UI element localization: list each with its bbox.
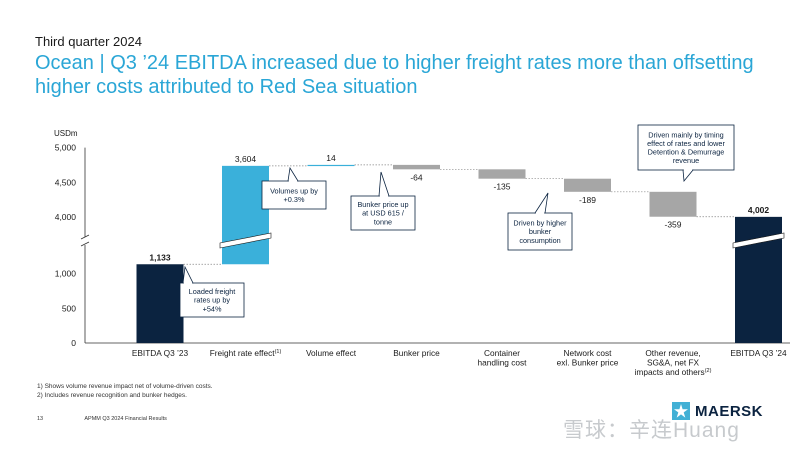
y-tick-label: 0 <box>71 338 76 348</box>
annotation-text: tonne <box>374 217 392 226</box>
annotation-box <box>179 282 245 318</box>
annotation-pointer <box>534 192 549 214</box>
bar-break-mark <box>219 232 272 249</box>
annotation-text: Volumes up by <box>270 186 318 195</box>
data-label: -135 <box>493 182 510 192</box>
bar <box>649 191 697 217</box>
maersk-logo: MAERSK <box>672 402 763 420</box>
annotation-text: Driven mainly by timing <box>648 130 723 139</box>
data-label: 4,002 <box>748 205 770 215</box>
annotation-text: consumption <box>519 236 560 245</box>
annotation-text: Loaded freight <box>189 287 236 296</box>
annotation-text: Bunker price up <box>357 200 408 209</box>
x-tick-label: Freight rate effect(1) <box>210 348 282 358</box>
y-axis-label: USDm <box>54 129 78 138</box>
data-label: -359 <box>664 220 681 230</box>
x-tick-label: SG&A, net FX <box>647 358 700 368</box>
bar <box>478 169 526 179</box>
annotation-text: Driven by higher <box>513 219 567 228</box>
data-label: 3,604 <box>235 154 257 164</box>
x-tick-label: Volume effect <box>306 348 357 358</box>
footer-left: 13 APMM Q3 2024 Financial Results <box>37 416 207 422</box>
bar-break-mark <box>732 232 785 249</box>
watermark: 雪球：辛连Huang <box>563 419 740 442</box>
waterfall-chart: USDm 0 500 1,000 4,000 4,500 5,000 1,133 3,604 14… <box>54 124 790 377</box>
page-title: Ocean | Q3 ’24 EBITDA increased due to h… <box>35 52 754 98</box>
annotation-text: rates up by <box>194 296 230 305</box>
bar <box>136 264 184 343</box>
x-tick-label: Other revenue, <box>645 348 700 358</box>
annotation-text: revenue <box>673 156 699 165</box>
y-tick-label: 4,000 <box>55 212 77 222</box>
x-tick-label: EBITDA Q3 ’24 <box>730 348 787 358</box>
data-label: -64 <box>410 172 423 182</box>
annotation-pointer <box>182 265 194 284</box>
annotation-text: +0.3% <box>284 195 305 204</box>
bar <box>393 164 440 170</box>
x-tick-label: exl. Bunker price <box>557 358 619 368</box>
annotation-pointer <box>287 166 299 182</box>
y-tick-label: 1,000 <box>55 269 77 279</box>
bar <box>564 178 611 192</box>
annotation-box <box>261 180 327 210</box>
annotation-pointer <box>378 171 390 197</box>
x-tick-label: EBITDA Q3 ’23 <box>132 348 189 358</box>
axis-break-mark <box>80 234 90 240</box>
supertitle: Third quarter 2024 <box>35 34 142 49</box>
annotation-text: bunker <box>529 227 552 236</box>
x-tick-label: Container <box>484 348 520 358</box>
footnote-1: 1) Shows volume revenue impact net of vo… <box>37 383 213 390</box>
annotation-text: at USD 615 / <box>362 209 405 218</box>
logo-text: MAERSK <box>695 402 764 420</box>
x-tick-label: Bunker price <box>393 348 440 358</box>
page-number: 13 <box>37 416 44 422</box>
data-label: 1,133 <box>149 252 171 262</box>
annotation-text: Detention & Demurrage <box>648 148 725 157</box>
x-tick-label: impacts and others(2) <box>635 367 712 377</box>
data-label: -189 <box>579 195 596 205</box>
annotation-box <box>507 212 573 251</box>
y-tick-label: 4,500 <box>55 177 77 187</box>
annotation-text: effect of rates and lower <box>647 139 725 148</box>
data-label: 14 <box>326 153 336 163</box>
maersk-star-icon <box>672 402 690 420</box>
footnote-2: 2) Includes revenue recognition and bunk… <box>37 392 187 399</box>
y-tick-label: 5,000 <box>55 143 77 153</box>
annotation-box <box>637 124 735 171</box>
annotation-box <box>350 195 416 231</box>
bar <box>307 164 355 167</box>
x-tick-label: handling cost <box>478 358 528 368</box>
y-tick-label: 500 <box>62 303 76 313</box>
axis-break-mark <box>80 241 90 247</box>
bar <box>222 165 269 265</box>
annotation-text: +54% <box>203 304 222 313</box>
doc-title: APMM Q3 2024 Financial Results <box>84 416 167 422</box>
annotation-pointer <box>682 169 694 183</box>
x-tick-label: Network cost <box>564 348 613 358</box>
